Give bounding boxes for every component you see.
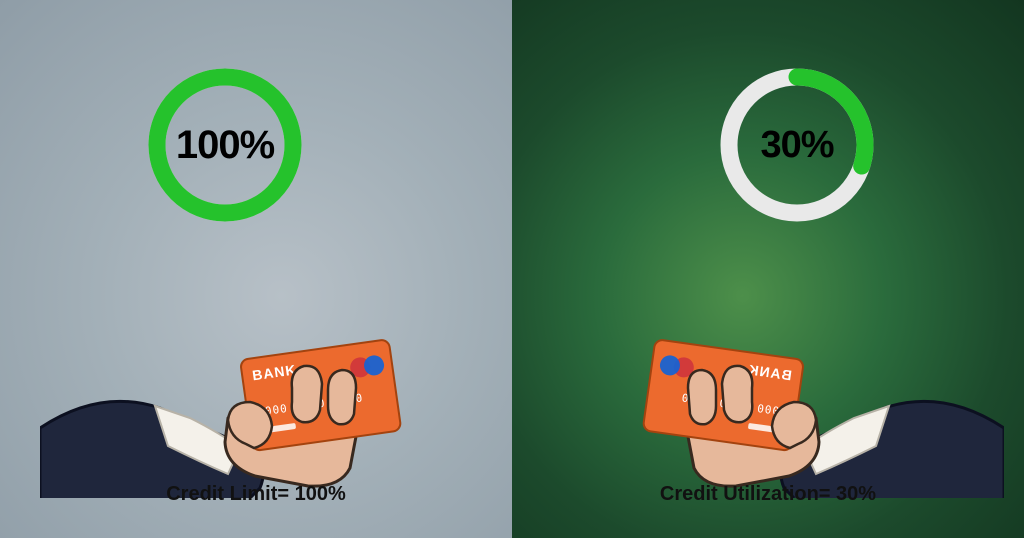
thumb: [228, 402, 272, 448]
panel-credit-limit: 100% BANK 0000 0000 0000: [0, 0, 512, 538]
hand-card-svg: BANK 0000 0000 0000: [40, 238, 420, 498]
palm-outline: [686, 396, 819, 486]
panel-credit-utilization: 30% BANK 0000 0000 0000: [512, 0, 1024, 538]
caption-credit-limit: Credit Limit= 100%: [0, 483, 512, 506]
cuff-outline: [155, 406, 240, 474]
ring-center-label: 100%: [140, 60, 310, 230]
palm-outline: [225, 396, 358, 486]
thumb-outline: [228, 402, 272, 448]
card-number-text: 0000 0000 0000: [257, 391, 364, 419]
card-number-text: 0000 0000 0000: [680, 391, 787, 419]
caption-credit-utilization: Credit Utilization= 30%: [512, 483, 1024, 506]
card-outline: [643, 339, 804, 451]
card-logo-circle-a: [673, 356, 696, 379]
thumb-outline: [772, 402, 816, 448]
progress-ring-credit-limit: 100%: [140, 60, 310, 230]
finger-middle: [688, 370, 716, 424]
card-bank-text: BANK: [747, 361, 793, 383]
finger-index-outline: [722, 366, 752, 422]
cuff: [804, 406, 889, 474]
cuff: [155, 406, 240, 474]
hand-holding-card-left: BANK 0000 0000 0000: [40, 238, 420, 498]
cuff-outline: [804, 406, 889, 474]
card-logo-circle-a: [349, 356, 372, 379]
card-body: [643, 339, 804, 451]
card-bank-text: BANK: [251, 361, 297, 383]
card-logo-circle-b: [659, 354, 682, 377]
progress-ring-credit-utilization: 30%: [712, 60, 882, 230]
card-outline: [240, 339, 401, 451]
card-body: [240, 339, 401, 451]
hand-card-svg: BANK 0000 0000 0000: [624, 238, 1004, 498]
finger-middle-outline: [328, 370, 356, 424]
finger-index: [292, 366, 322, 422]
finger-middle: [328, 370, 356, 424]
infographic-stage: 100% BANK 0000 0000 0000: [0, 0, 1024, 538]
palm: [225, 396, 358, 486]
finger-index: [722, 366, 752, 422]
thumb: [772, 402, 816, 448]
credit-card: BANK 0000 0000 0000: [643, 339, 804, 451]
card-stripe: [748, 423, 784, 434]
credit-card: BANK 0000 0000 0000: [240, 339, 401, 451]
card-stripe: [260, 423, 296, 434]
hand-holding-card-right: BANK 0000 0000 0000: [624, 238, 1004, 498]
ring-center-label: 30%: [712, 60, 882, 230]
card-logo-circle-b: [363, 354, 386, 377]
palm: [686, 396, 819, 486]
finger-middle-outline: [688, 370, 716, 424]
finger-index-outline: [292, 366, 322, 422]
